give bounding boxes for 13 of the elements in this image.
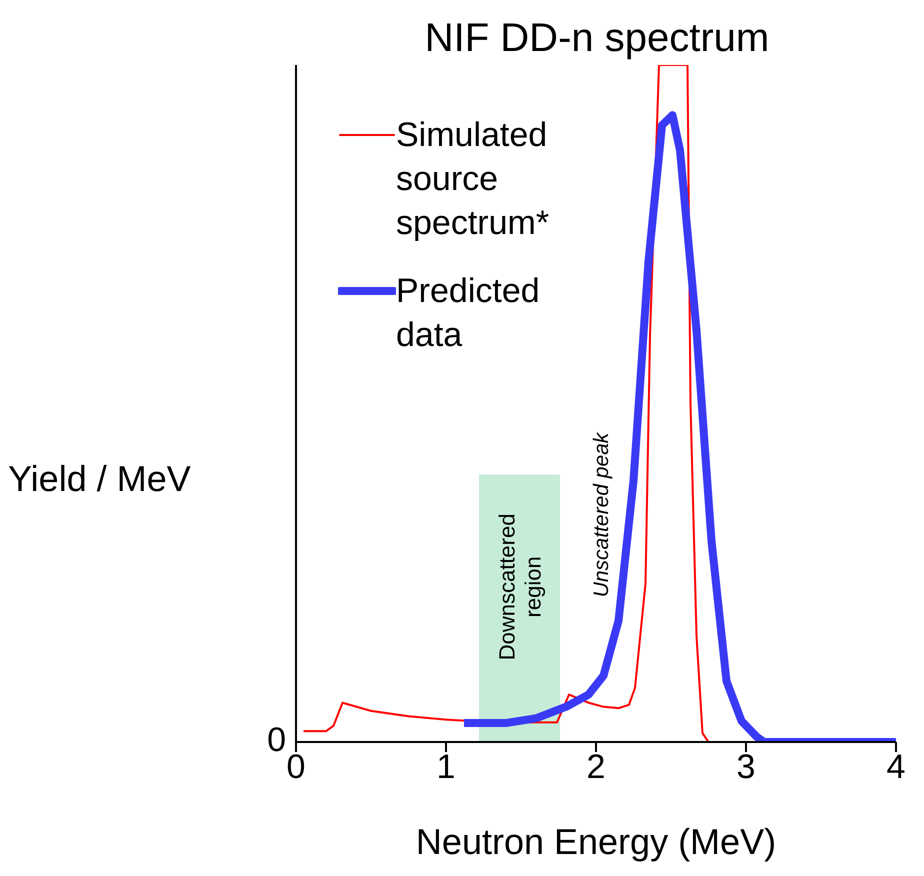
x-axis-title: Neutron Energy (MeV) [416, 821, 776, 862]
legend-label: Predicted data [396, 271, 541, 356]
text: 0 [267, 720, 286, 760]
x-tick-label: 0 [286, 748, 306, 786]
annotation: Unscattered peak [590, 431, 613, 598]
x-tick-label: 3 [736, 748, 756, 786]
x-tick-label: 1 [436, 748, 456, 786]
x-tick-label: 2 [586, 748, 606, 786]
band-label: Downscattered region [494, 514, 546, 660]
chart-title: NIF DD-n spectrum [424, 16, 770, 61]
legend-label: Simulated source spectrum* [396, 115, 550, 244]
y-axis-title: Yield / MeV [8, 458, 191, 500]
x-tick-label: 4 [886, 748, 906, 786]
